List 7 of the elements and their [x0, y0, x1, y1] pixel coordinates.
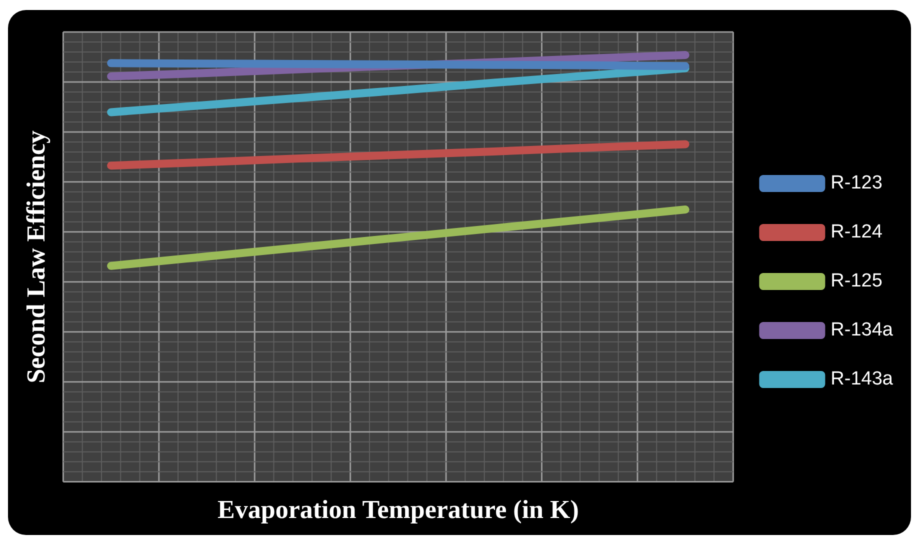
legend-label: R-124	[830, 222, 883, 243]
y-axis-title: Second Law Efficiency	[21, 130, 50, 384]
legend-label: R-125	[830, 270, 882, 292]
legend-label: R-134a	[830, 320, 894, 341]
legend-label: R-123	[830, 172, 882, 194]
x-axis-title: Evaporation Temperature (in K)	[218, 495, 579, 524]
legend-label: R-143a	[830, 368, 894, 390]
